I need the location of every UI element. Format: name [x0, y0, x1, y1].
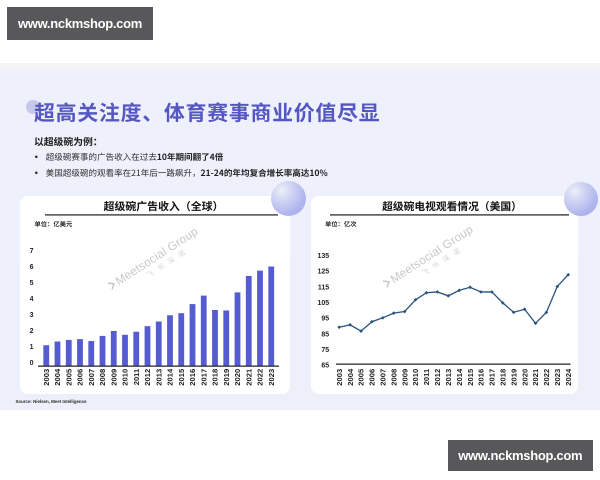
svg-text:2019: 2019 — [509, 369, 518, 386]
svg-text:6: 6 — [30, 264, 34, 271]
svg-text:2022: 2022 — [542, 369, 551, 386]
svg-text:75: 75 — [321, 347, 329, 354]
svg-text:2015: 2015 — [177, 368, 186, 386]
svg-text:7: 7 — [30, 248, 34, 255]
svg-text:2006: 2006 — [368, 369, 377, 386]
svg-text:2011: 2011 — [422, 368, 431, 385]
svg-text:2011: 2011 — [132, 368, 141, 385]
svg-text:5: 5 — [30, 280, 34, 287]
svg-text:2: 2 — [30, 328, 34, 335]
svg-text:2013: 2013 — [444, 369, 453, 386]
svg-text:2005: 2005 — [64, 368, 73, 386]
svg-text:2009: 2009 — [400, 369, 409, 386]
svg-text:4: 4 — [30, 296, 34, 303]
svg-text:2016: 2016 — [477, 369, 486, 386]
svg-text:2013: 2013 — [154, 369, 163, 386]
svg-text:3: 3 — [30, 312, 34, 319]
svg-text:2020: 2020 — [520, 369, 529, 386]
svg-text:2017: 2017 — [488, 369, 497, 386]
svg-text:2008: 2008 — [98, 369, 107, 386]
svg-text:2018: 2018 — [498, 369, 507, 386]
svg-text:125: 125 — [318, 269, 330, 276]
svg-text:2021: 2021 — [531, 368, 540, 386]
svg-text:2012: 2012 — [433, 369, 442, 386]
svg-text:2014: 2014 — [166, 368, 175, 386]
svg-text:0: 0 — [30, 360, 34, 367]
svg-text:2019: 2019 — [222, 369, 231, 386]
svg-text:2017: 2017 — [199, 369, 208, 386]
svg-text:135: 135 — [318, 253, 330, 260]
svg-text:2021: 2021 — [244, 368, 253, 386]
svg-text:2009: 2009 — [109, 369, 118, 386]
svg-text:115: 115 — [318, 284, 329, 291]
svg-text:2003: 2003 — [42, 369, 51, 386]
svg-text:85: 85 — [321, 331, 329, 338]
svg-text:2022: 2022 — [256, 369, 265, 386]
svg-text:1: 1 — [30, 344, 34, 351]
svg-text:2006: 2006 — [76, 369, 85, 386]
svg-text:2010: 2010 — [411, 369, 420, 386]
svg-text:2023: 2023 — [553, 369, 562, 386]
svg-text:2024: 2024 — [564, 368, 573, 386]
svg-text:2008: 2008 — [389, 369, 398, 386]
svg-text:2012: 2012 — [143, 369, 152, 386]
svg-text:65: 65 — [321, 363, 329, 370]
svg-text:2016: 2016 — [188, 369, 197, 386]
svg-text:2010: 2010 — [121, 369, 130, 386]
svg-text:2004: 2004 — [346, 368, 355, 386]
svg-text:95: 95 — [321, 316, 329, 323]
svg-text:2007: 2007 — [87, 369, 96, 386]
svg-text:2020: 2020 — [233, 369, 242, 386]
svg-text:2003: 2003 — [335, 369, 344, 386]
svg-text:105: 105 — [318, 300, 330, 307]
svg-text:2004: 2004 — [53, 368, 62, 386]
svg-text:2018: 2018 — [211, 369, 220, 386]
svg-text:2014: 2014 — [455, 368, 464, 386]
svg-text:2007: 2007 — [379, 369, 388, 386]
svg-text:2015: 2015 — [466, 368, 475, 386]
svg-text:Meetsocial Group: Meetsocial Group — [388, 222, 476, 286]
svg-text:2005: 2005 — [357, 368, 366, 386]
svg-text:2023: 2023 — [267, 369, 276, 386]
svg-text:Meetsocial Group: Meetsocial Group — [113, 224, 201, 288]
